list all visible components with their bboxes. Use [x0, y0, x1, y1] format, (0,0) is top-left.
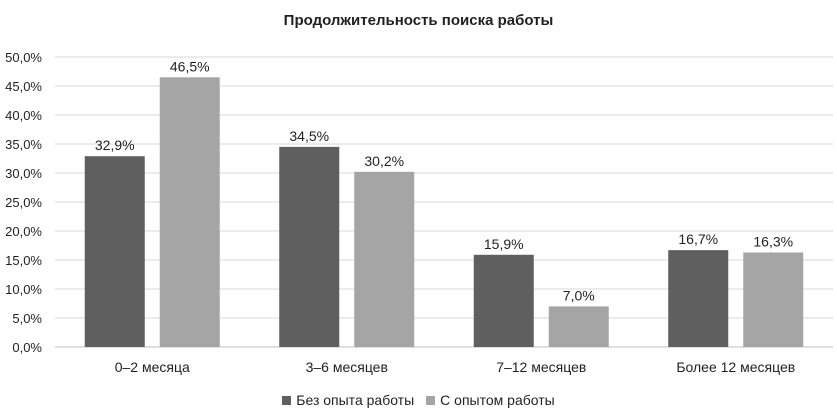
- bars: [84, 77, 804, 348]
- x-axis-ticks: 0–2 месяца 3–6 месяцев 7–12 месяцев Более 1…: [115, 359, 795, 375]
- legend-label-series-2: С опытом работы: [440, 392, 555, 408]
- legend-item-series-2: С опытом работы: [426, 392, 555, 408]
- data-label: 7,0%: [563, 287, 595, 303]
- bar-series-2-cat-1: [159, 77, 220, 348]
- bar-series-1-cat-1: [84, 156, 145, 347]
- bar-series-1-cat-3: [473, 254, 534, 347]
- bar-series-1-cat-4: [668, 250, 729, 347]
- data-label: 46,5%: [170, 58, 210, 74]
- data-label: 34,5%: [289, 128, 329, 144]
- data-label: 30,2%: [364, 153, 404, 169]
- bar-series-2-cat-2: [354, 171, 415, 347]
- data-label: 16,3%: [753, 233, 793, 249]
- x-tick-label: 7–12 месяцев: [496, 359, 586, 375]
- bar-chart: 0,0% 5,0% 10,0% 15,0% 20,0% 25,0% 30,0% 35,0% 40…: [5, 50, 833, 375]
- y-tick-label: 45,0%: [5, 79, 42, 94]
- bar-series-2-cat-3: [548, 306, 609, 347]
- data-label: 15,9%: [484, 236, 524, 252]
- y-tick-label: 35,0%: [5, 137, 42, 152]
- y-tick-label: 10,0%: [5, 282, 42, 297]
- y-tick-label: 20,0%: [5, 224, 42, 239]
- data-labels: 32,9% 46,5% 34,5% 30,2% 15,9% 7,0% 16,7% 16,3%: [95, 58, 793, 303]
- legend-swatch-series-1: [282, 395, 292, 405]
- y-tick-label: 50,0%: [5, 50, 42, 65]
- data-label: 16,7%: [678, 231, 718, 247]
- y-tick-label: 25,0%: [5, 195, 42, 210]
- bar-series-2-cat-4: [743, 252, 804, 347]
- y-tick-label: 40,0%: [5, 108, 42, 123]
- x-tick-label: 0–2 месяца: [115, 359, 190, 375]
- legend: Без опыта работы С опытом работы: [0, 392, 837, 408]
- legend-item-series-1: Без опыта работы: [282, 392, 414, 408]
- legend-label-series-1: Без опыта работы: [296, 392, 415, 408]
- x-tick-label: 3–6 месяцев: [306, 359, 388, 375]
- chart-title: Продолжительность поиска работы: [283, 12, 554, 29]
- x-tick-label: Более 12 месяцев: [676, 359, 795, 375]
- legend-swatch-series-2: [426, 395, 436, 405]
- y-tick-label: 5,0%: [12, 311, 42, 326]
- data-label: 32,9%: [95, 137, 135, 153]
- bar-series-1-cat-2: [279, 146, 340, 347]
- y-tick-label: 30,0%: [5, 166, 42, 181]
- y-tick-label: 15,0%: [5, 253, 42, 268]
- y-tick-label: 0,0%: [12, 340, 42, 355]
- y-axis-ticks: 0,0% 5,0% 10,0% 15,0% 20,0% 25,0% 30,0% 35,0% 40…: [5, 50, 42, 355]
